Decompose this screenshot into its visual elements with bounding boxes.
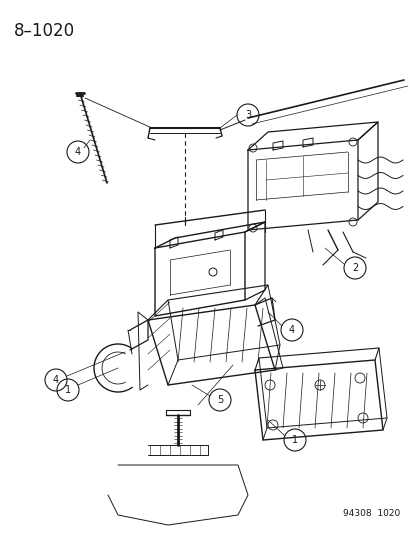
Text: 94308  1020: 94308 1020 — [342, 509, 399, 518]
Text: 1: 1 — [65, 385, 71, 395]
Text: 8–1020: 8–1020 — [14, 22, 75, 40]
Text: 4: 4 — [288, 325, 294, 335]
Text: 1: 1 — [291, 435, 297, 445]
Text: 3: 3 — [244, 110, 250, 120]
Text: 5: 5 — [216, 395, 223, 405]
Text: 4: 4 — [75, 147, 81, 157]
Text: 2: 2 — [351, 263, 357, 273]
Text: 4: 4 — [53, 375, 59, 385]
